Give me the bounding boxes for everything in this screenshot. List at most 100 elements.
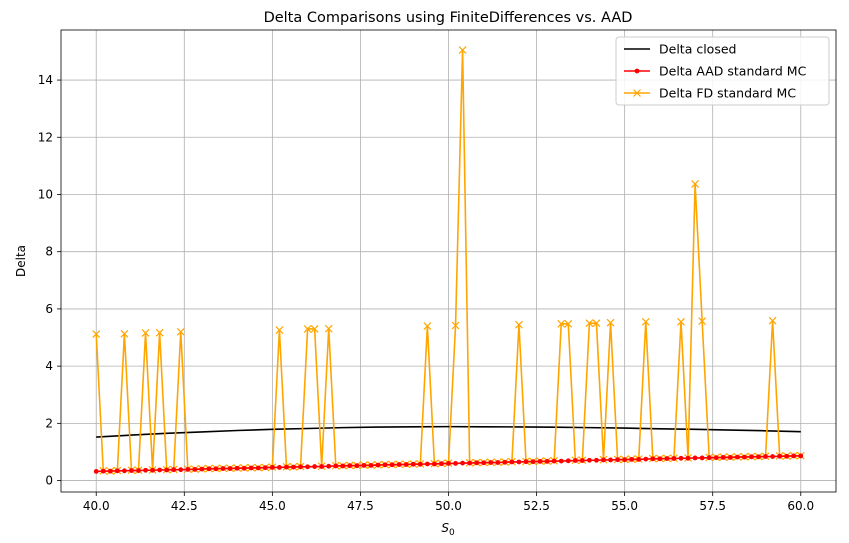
series-1-point-91	[734, 454, 740, 460]
series-1-point-76	[629, 456, 635, 462]
series-1-point-82	[671, 456, 677, 461]
series-1-point-10	[164, 467, 170, 473]
x-axis-ticks: 40.0 42.5 45.0 47.5 50.0 52.5 55.0 57.5 60.0	[83, 492, 814, 513]
series-1-point-89	[720, 454, 726, 460]
series-1-point-29	[298, 464, 303, 470]
series-1-point-55	[481, 460, 487, 466]
series-1-point-31	[312, 464, 318, 469]
series-1-point-54	[474, 460, 480, 466]
series-2-point-33	[324, 324, 333, 333]
series-1-point-36	[347, 463, 353, 469]
series-2-point-52	[458, 46, 467, 54]
series-1-point-8	[150, 467, 155, 473]
series-1-point-70	[587, 457, 592, 463]
series-1-point-23	[255, 465, 261, 471]
legend-box	[615, 36, 830, 106]
series-1-point-90	[727, 454, 733, 460]
series-1-point-49	[439, 461, 444, 467]
series-1-point-4	[122, 468, 127, 474]
series-1-point-79	[650, 456, 656, 462]
series-1-point-14	[192, 467, 198, 472]
series-2-point-85	[691, 179, 700, 188]
series-2-point-83	[677, 317, 685, 326]
series-2-point-31	[310, 325, 319, 333]
series-1-point-57	[495, 460, 501, 465]
x-tick-label-1: 42.5	[171, 499, 198, 513]
series-2-point-0	[92, 330, 101, 339]
legend-label-0: Delta closed	[659, 42, 736, 57]
x-axis-label: S0	[441, 521, 455, 538]
series-1-point-87	[706, 455, 712, 461]
series-1-point-60	[516, 459, 522, 465]
x-tick-label-5: 52.5	[523, 499, 550, 513]
series-1-point-100	[798, 453, 804, 459]
y-axis-ticks: 0 2 4 6 8 10 12 14	[38, 73, 61, 488]
series-2-point-60	[515, 320, 523, 329]
series-1-point-68	[572, 458, 578, 463]
series-1-point-75	[622, 457, 628, 463]
series-1-point-77	[636, 456, 642, 462]
series-1-point-81	[664, 456, 670, 461]
series-2-point-12	[176, 327, 185, 336]
series-1-point-44	[403, 462, 409, 467]
series-1-point-63	[537, 458, 543, 464]
series-1-point-0	[93, 469, 99, 474]
series-2-point-73	[606, 318, 615, 327]
series-1-point-52	[460, 460, 465, 466]
series-1-point-40	[375, 462, 381, 468]
series-2-point-7	[141, 329, 150, 337]
series-1-point-74	[615, 457, 620, 463]
x-tick-label-6: 55.0	[611, 499, 638, 513]
series-0	[96, 425, 801, 438]
x-tick-label-4: 50.0	[435, 499, 462, 513]
series-1-point-15	[199, 466, 205, 472]
series-2-point-71	[592, 319, 601, 328]
series-1-point-21	[241, 465, 247, 471]
series-1-point-98	[784, 453, 790, 459]
series-1-point-93	[749, 454, 754, 460]
series-1-point-73	[608, 457, 613, 463]
series-1-point-33	[326, 463, 332, 469]
series-2-point-78	[641, 317, 650, 326]
legend-label-2: Delta FD standard MC	[659, 86, 796, 101]
series-1-point-46	[417, 461, 423, 467]
plot-area	[92, 46, 805, 476]
series-1-point-65	[551, 458, 557, 464]
series-1-point-2	[107, 468, 113, 474]
series-2-point-47	[423, 322, 432, 331]
series-1-point-48	[432, 461, 437, 467]
series-1-point-47	[424, 461, 430, 467]
series-1-point-51	[453, 460, 458, 466]
legend-marker-2	[633, 89, 641, 97]
x-tick-label-0: 40.0	[83, 499, 110, 513]
y-tick-label-4: 8	[45, 245, 53, 259]
series-1-point-53	[467, 460, 473, 466]
series-1-point-39	[368, 462, 374, 468]
series-1-point-80	[657, 456, 663, 462]
series-2-point-66	[557, 319, 566, 328]
x-axis-label-main: S	[441, 521, 449, 535]
series-1-point-32	[319, 464, 325, 469]
series-1-point-24	[262, 465, 268, 471]
series-2-point-70	[585, 319, 594, 328]
x-tick-label-8: 60.0	[787, 499, 814, 513]
series-1-point-50	[446, 460, 451, 466]
series-1-point-42	[389, 462, 395, 468]
series-2-point-9	[155, 328, 164, 337]
series-1-point-37	[354, 463, 360, 469]
series-1-point-64	[544, 458, 550, 464]
x-axis-label-subscript: 0	[449, 528, 455, 538]
series-1-point-28	[291, 464, 296, 470]
y-tick-label-3: 6	[45, 302, 53, 316]
series-1-point-17	[213, 466, 219, 472]
series-1-point-69	[579, 458, 585, 463]
series-1-point-96	[770, 454, 775, 459]
series-1-point-62	[530, 459, 536, 465]
series-1	[93, 453, 804, 474]
series-0-line	[96, 425, 801, 438]
series-1-point-9	[157, 467, 163, 473]
series-1-point-92	[742, 454, 747, 460]
series-1-point-94	[756, 454, 761, 460]
series-1-point-16	[206, 466, 212, 472]
